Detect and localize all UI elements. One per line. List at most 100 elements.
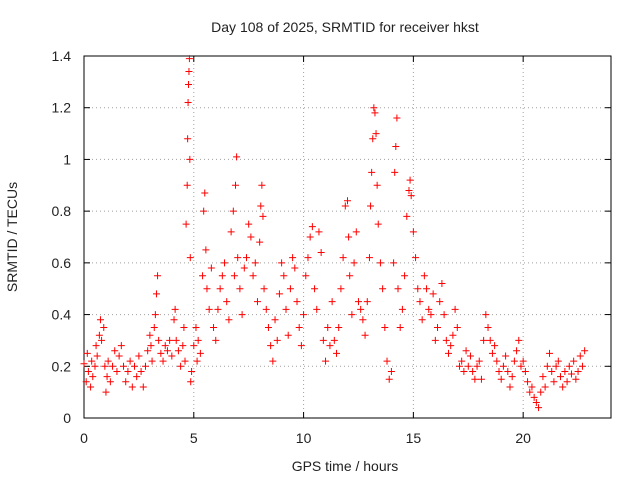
data-point: [282, 305, 290, 313]
data-point: [317, 249, 325, 257]
data-point: [537, 388, 545, 396]
data-point: [460, 367, 468, 375]
data-point: [570, 357, 578, 365]
data-point: [133, 373, 141, 381]
data-point: [212, 336, 220, 344]
data-point: [405, 186, 413, 194]
y-tick-label: 0.2: [52, 358, 72, 374]
data-point: [100, 324, 108, 331]
data-point: [166, 336, 174, 344]
data-point: [475, 357, 483, 365]
data-point: [396, 324, 404, 331]
data-point: [194, 336, 202, 344]
data-point: [180, 324, 188, 331]
data-point: [171, 305, 179, 313]
data-point: [146, 331, 154, 339]
data-point: [420, 272, 428, 280]
y-tick-label: 1.4: [52, 48, 72, 64]
data-point: [502, 352, 510, 360]
data-point: [403, 212, 411, 220]
data-point: [251, 259, 259, 267]
data-point: [458, 357, 466, 365]
data-point: [427, 311, 435, 319]
data-point: [319, 336, 327, 344]
x-tick-label: 5: [190, 430, 198, 446]
data-point: [333, 349, 341, 357]
data-point: [297, 342, 305, 350]
data-point: [151, 311, 159, 319]
data-point: [561, 367, 569, 375]
data-point: [376, 259, 384, 267]
data-point: [102, 388, 110, 396]
data-point: [337, 285, 345, 293]
data-point: [233, 153, 241, 161]
data-point: [556, 373, 564, 381]
data-point: [84, 367, 92, 375]
data-point: [565, 362, 573, 370]
data-point: [581, 347, 589, 355]
data-point: [442, 336, 450, 344]
data-point: [567, 370, 575, 378]
data-point: [82, 378, 90, 386]
data-point: [471, 375, 479, 383]
data-point: [155, 336, 163, 344]
data-point: [379, 285, 387, 293]
data-point: [365, 254, 373, 262]
data-point: [328, 298, 336, 306]
data-point: [242, 254, 250, 262]
data-point: [253, 298, 261, 306]
data-point: [513, 347, 521, 355]
data-point: [184, 99, 192, 107]
data-point: [550, 378, 558, 386]
data-point: [374, 220, 382, 228]
data-point: [528, 383, 536, 391]
data-point: [126, 357, 134, 365]
data-point: [495, 367, 503, 375]
data-point: [578, 362, 586, 370]
data-point: [181, 357, 189, 365]
data-point: [88, 357, 96, 365]
data-point: [223, 298, 231, 306]
data-point: [139, 383, 147, 391]
data-point: [293, 298, 301, 306]
data-point: [453, 324, 461, 331]
data-point: [207, 264, 215, 272]
data-point: [530, 393, 538, 401]
data-point: [322, 357, 330, 365]
data-point: [271, 316, 279, 324]
data-point: [519, 357, 527, 365]
data-point: [541, 383, 549, 391]
data-point: [80, 360, 88, 368]
data-point: [115, 352, 123, 360]
data-point: [429, 290, 437, 298]
data-point: [190, 342, 198, 350]
data-point: [182, 220, 190, 228]
data-point: [330, 336, 338, 344]
data-point: [236, 285, 244, 293]
data-point: [238, 311, 246, 319]
data-point: [559, 383, 567, 391]
data-point: [109, 362, 117, 370]
data-point: [101, 362, 109, 370]
data-point: [339, 254, 347, 262]
data-point: [168, 352, 176, 360]
data-point: [192, 324, 200, 331]
x-axis-ticks: 0 5 10 15 20: [80, 56, 531, 446]
data-point: [210, 324, 218, 331]
data-point: [482, 311, 490, 319]
data-point: [447, 342, 455, 350]
data-point: [436, 298, 444, 306]
data-point: [199, 272, 207, 280]
plot-frame: [83, 55, 612, 419]
data-point: [315, 228, 323, 236]
x-tick-label: 20: [515, 430, 531, 446]
data-point: [295, 324, 303, 331]
data-point: [259, 212, 267, 220]
data-point: [308, 223, 316, 231]
data-point: [383, 357, 391, 365]
data-point: [193, 357, 201, 365]
data-point: [572, 375, 580, 383]
data-point: [196, 349, 204, 357]
data-point: [418, 316, 426, 324]
